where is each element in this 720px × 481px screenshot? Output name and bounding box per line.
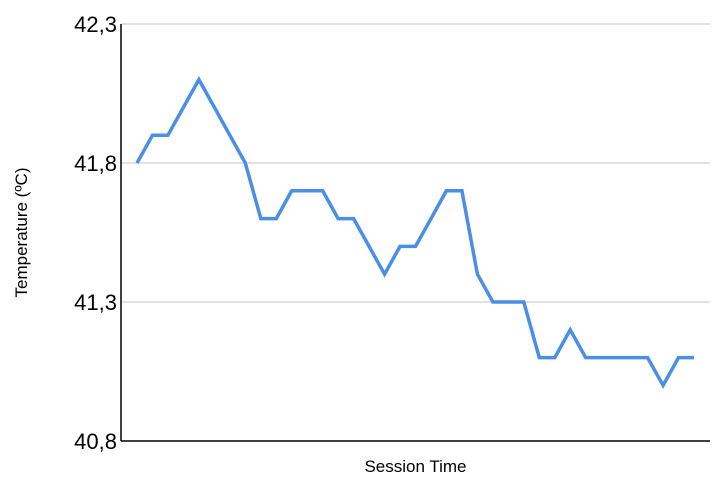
y-tick-label: 40,8 — [74, 429, 117, 454]
y-axis-ticks: 40,8 41,3 41,8 42,3 — [74, 12, 117, 454]
series-layer — [135, 76, 694, 390]
y-tick-label: 42,3 — [74, 12, 117, 37]
y-tick-label: 41,3 — [74, 290, 117, 315]
x-axis-title: Session Time — [364, 457, 466, 476]
y-tick-label: 41,8 — [74, 151, 117, 176]
series-line — [135, 76, 694, 390]
gridlines — [121, 23, 710, 303]
y-axis-title: Temperature (ºC) — [12, 168, 31, 298]
